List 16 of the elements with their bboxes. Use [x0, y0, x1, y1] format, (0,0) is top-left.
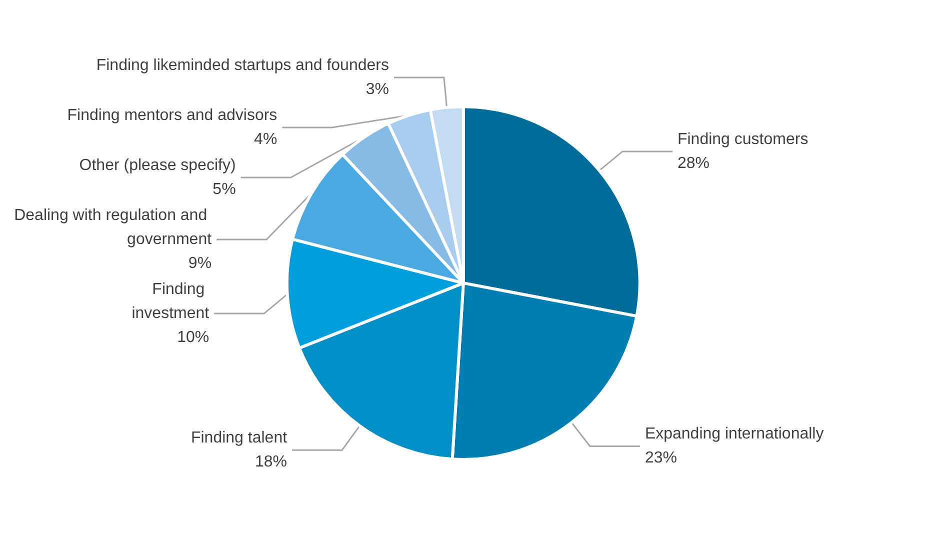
slice-label: Finding mentors and advisors [67, 107, 278, 124]
slice-label: Dealing with regulation and government [14, 207, 212, 248]
slice-label: Finding likeminded startups and founders [96, 57, 389, 74]
data-label: 4% [254, 131, 278, 148]
data-label: 3% [366, 81, 389, 98]
slice-label: Other (please specify) [79, 157, 236, 174]
slice-label: Finding talent [190, 430, 288, 447]
data-label: 23% [644, 450, 677, 467]
slice-label: Finding investment [132, 281, 210, 322]
slice-label: Finding customers [677, 130, 808, 148]
data-label: 9% [188, 255, 212, 272]
data-label: 28% [677, 154, 710, 172]
slice-label: Expanding internationally [644, 426, 824, 443]
data-label: 10% [177, 329, 210, 346]
data-label: 5% [212, 181, 236, 198]
data-label: 18% [255, 454, 288, 471]
